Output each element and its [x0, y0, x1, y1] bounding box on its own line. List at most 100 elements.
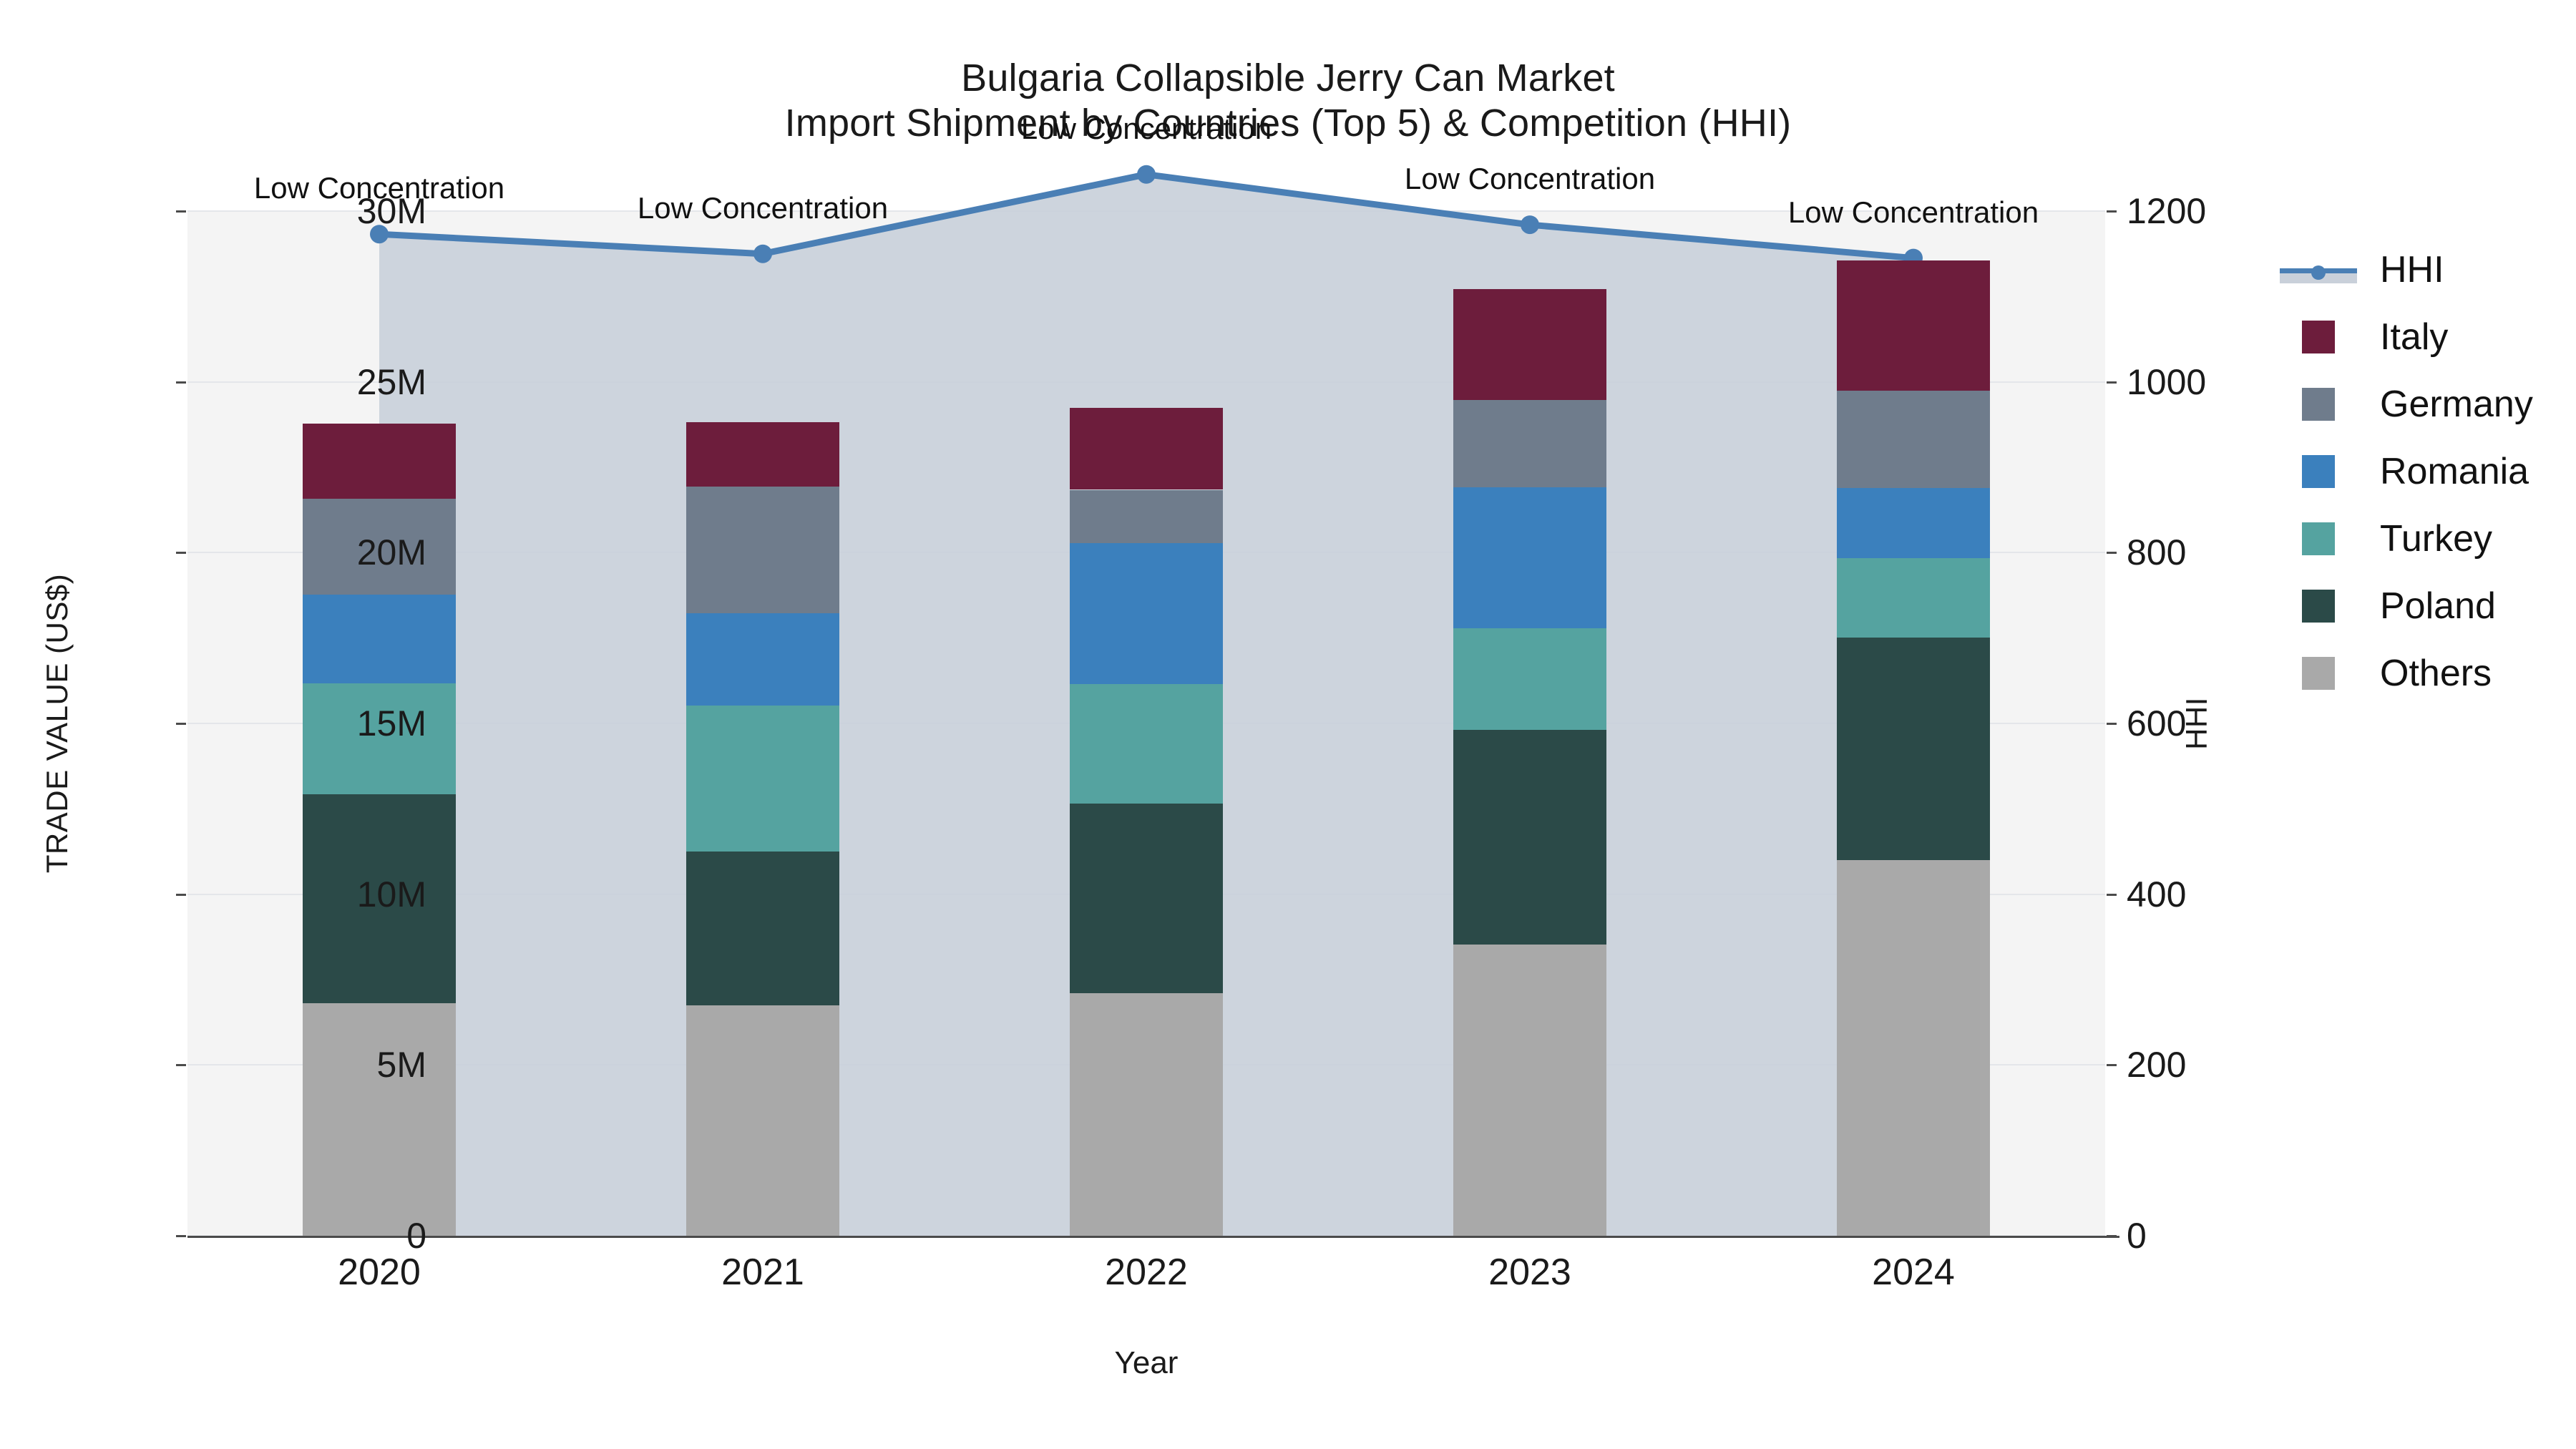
legend-item[interactable]: Italy: [2275, 303, 2533, 371]
bar-segment[interactable]: [1070, 543, 1223, 685]
bar-segment[interactable]: [1837, 390, 1990, 489]
bar-segment[interactable]: [303, 683, 456, 794]
legend-swatch: [2302, 522, 2335, 555]
y-axis-left-tick-label: 0: [406, 1216, 426, 1256]
chart-title-line-2: Import Shipment by Countries (Top 5) & C…: [784, 102, 1792, 145]
y-axis-left-tick-label: 30M: [356, 191, 426, 231]
bars-layer: [187, 211, 2105, 1236]
y-axis-right-tick-mark: [2107, 1235, 2117, 1237]
x-axis-line: [187, 1236, 2119, 1238]
legend-label: Germany: [2380, 384, 2533, 425]
bar-segment[interactable]: [1453, 730, 1606, 945]
bar-segment[interactable]: [1070, 803, 1223, 994]
bar-segment[interactable]: [1837, 488, 1990, 558]
x-axis-tick-label: 2021: [721, 1252, 804, 1293]
y-axis-right-tick-label: 1200: [2127, 191, 2207, 231]
legend-label: Italy: [2380, 316, 2449, 358]
bar-segment[interactable]: [686, 852, 839, 1005]
y-axis-right-tick-label: 600: [2127, 703, 2187, 743]
legend-swatch: [2302, 321, 2335, 353]
chart-legend: HHI Italy Germany Romania Turkey Poland Others: [2275, 236, 2533, 707]
hhi-annotation: Low Concentration: [637, 190, 889, 225]
legend-key: [2275, 250, 2361, 290]
bar-segment[interactable]: [686, 486, 839, 613]
bar-segment[interactable]: [1837, 557, 1990, 638]
legend-item[interactable]: Poland: [2275, 572, 2533, 640]
bar-segment[interactable]: [1453, 487, 1606, 628]
hhi-marker[interactable]: [1521, 215, 1539, 235]
hhi-marker[interactable]: [1137, 165, 1156, 184]
y-axis-left-tick-mark: [176, 893, 186, 896]
bar-segment[interactable]: [1070, 993, 1223, 1236]
hhi-annotation: Low Concentration: [1787, 195, 2039, 229]
bar-segment[interactable]: [303, 794, 456, 1003]
hhi-annotation: Low Concentration: [253, 171, 505, 205]
y-axis-right-tick-mark: [2107, 210, 2117, 213]
bar-segment[interactable]: [1453, 289, 1606, 400]
legend-line-marker: [2311, 265, 2326, 280]
legend-item[interactable]: Turkey: [2275, 505, 2533, 572]
legend-label: Romania: [2380, 451, 2529, 492]
y-axis-left-tick-label: 25M: [356, 361, 426, 402]
y-axis-left-tick-label: 15M: [356, 703, 426, 743]
chart-title: Bulgaria Collapsible Jerry Can Market Im…: [0, 56, 2576, 146]
bar-segment[interactable]: [1453, 399, 1606, 488]
bar-segment[interactable]: [1070, 684, 1223, 804]
y-axis-right-tick-mark: [2107, 723, 2117, 725]
x-axis-tick-label: 2022: [1105, 1252, 1188, 1293]
y-axis-right-tick-label: 800: [2127, 532, 2187, 573]
bar-segment[interactable]: [1837, 859, 1990, 1236]
hhi-marker[interactable]: [370, 225, 389, 244]
hhi-annotation: Low Concentration: [1404, 162, 1656, 196]
x-axis-tick-label: 2020: [338, 1252, 421, 1293]
y-axis-left-tick-label: 5M: [376, 1045, 426, 1085]
legend-swatch: [2302, 590, 2335, 623]
y-axis-right-tick-mark: [2107, 381, 2117, 384]
y-axis-left-tick-mark: [176, 552, 186, 555]
legend-key: [2275, 384, 2361, 424]
y-axis-left-tick-mark: [176, 1235, 186, 1237]
legend-item[interactable]: Romania: [2275, 438, 2533, 505]
bar-segment[interactable]: [303, 499, 456, 595]
legend-label: Poland: [2380, 585, 2496, 627]
bar-segment[interactable]: [1453, 945, 1606, 1236]
y-axis-right-tick-label: 200: [2127, 1045, 2187, 1085]
bar-segment[interactable]: [303, 594, 456, 684]
bar-segment[interactable]: [1837, 260, 1990, 391]
y-axis-left-label: TRADE VALUE (US$): [40, 573, 74, 874]
y-axis-left-tick-mark: [176, 381, 186, 384]
y-axis-left-tick-label: 10M: [356, 874, 426, 914]
bar-segment[interactable]: [303, 1002, 456, 1236]
legend-key: [2275, 519, 2361, 559]
legend-item[interactable]: Others: [2275, 640, 2533, 707]
y-axis-right-tick-mark: [2107, 552, 2117, 555]
y-axis-right-label-wrap: HHI: [2175, 211, 2218, 1236]
y-axis-left-tick-mark: [176, 210, 186, 213]
bar-segment[interactable]: [1837, 638, 1990, 860]
y-axis-left-tick-label: 20M: [356, 532, 426, 573]
legend-swatch: [2302, 657, 2335, 690]
y-axis-right-tick-label: 400: [2127, 874, 2187, 914]
bar-segment[interactable]: [1070, 489, 1223, 544]
bar-segment[interactable]: [1453, 628, 1606, 731]
bar-segment[interactable]: [686, 421, 839, 487]
legend-item[interactable]: HHI: [2275, 236, 2533, 303]
bar-segment[interactable]: [686, 705, 839, 852]
y-axis-right-tick-label: 1000: [2127, 361, 2207, 402]
bar-segment[interactable]: [1070, 407, 1223, 490]
bar-segment[interactable]: [686, 613, 839, 706]
y-axis-left-tick-mark: [176, 1064, 186, 1067]
hhi-marker[interactable]: [753, 244, 772, 263]
y-axis-right-label: HHI: [2180, 697, 2213, 750]
bar-segment[interactable]: [303, 424, 456, 499]
hhi-annotation: Low Concentration: [1020, 111, 1272, 145]
x-axis-tick-label: 2024: [1872, 1252, 1955, 1293]
y-axis-right-tick-label: 0: [2127, 1216, 2147, 1256]
x-axis-label: Year: [1114, 1345, 1179, 1380]
legend-item[interactable]: Germany: [2275, 371, 2533, 438]
chart-title-line-1: Bulgaria Collapsible Jerry Can Market: [961, 57, 1615, 99]
x-axis-tick-label: 2023: [1488, 1252, 1571, 1293]
y-axis-right-tick-mark: [2107, 1064, 2117, 1067]
legend-label: Others: [2380, 653, 2492, 694]
bar-segment[interactable]: [686, 1005, 839, 1236]
